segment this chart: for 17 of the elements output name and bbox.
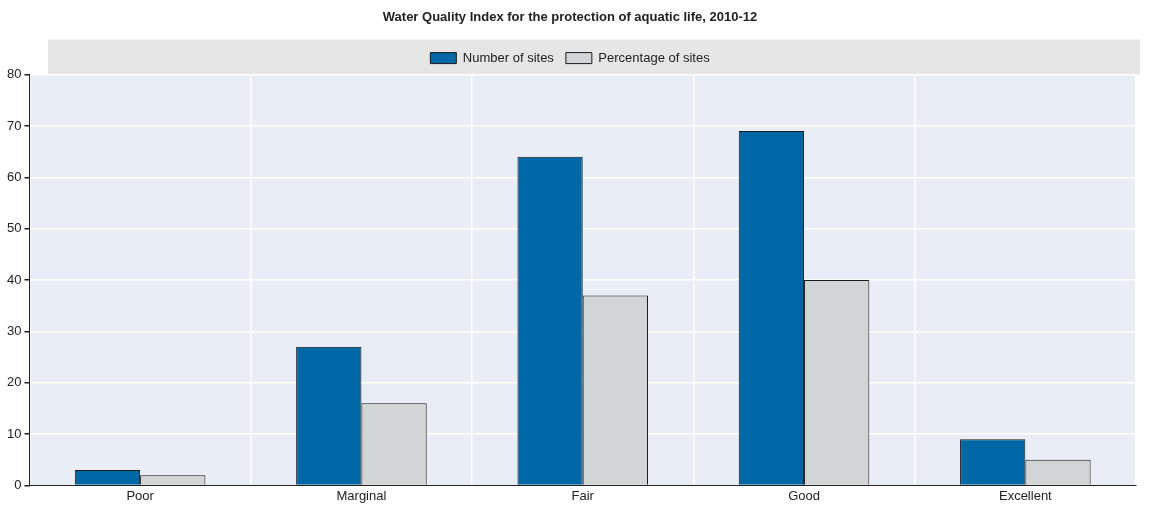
- y-tick-label: 10: [6, 425, 22, 441]
- x-tick-label: Poor: [126, 487, 155, 503]
- y-tick-label: 70: [6, 117, 22, 133]
- x-tick-label: Good: [788, 487, 820, 503]
- x-tick-label: Excellent: [998, 487, 1053, 503]
- y-tick-label: 0: [14, 476, 22, 492]
- y-tick-label: 20: [6, 374, 22, 390]
- y-tick-label: 60: [6, 168, 22, 184]
- y-tick-label: 50: [6, 220, 22, 236]
- y-tick-label: 30: [6, 322, 22, 338]
- legend-label: Number of sites: [462, 49, 555, 65]
- chart-title: Water Quality Index for the protection of aquatic life, 2010-12: [382, 9, 758, 25]
- x-tick-label: Marginal: [336, 487, 387, 503]
- y-tick-label: 80: [6, 66, 22, 82]
- y-tick-label: 40: [6, 271, 22, 287]
- legend-label: Percentage of sites: [598, 49, 711, 65]
- x-tick-label: Fair: [571, 487, 595, 503]
